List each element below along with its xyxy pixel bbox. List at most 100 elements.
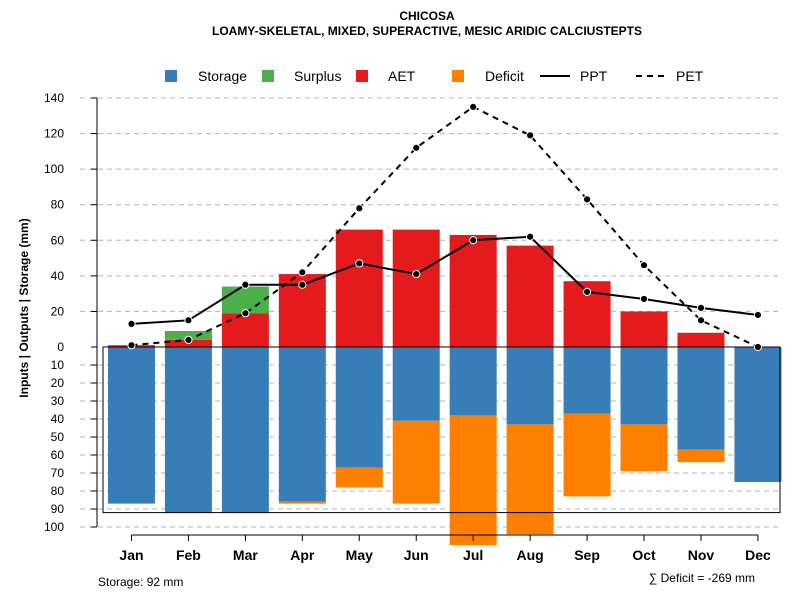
bar-aet: [620, 311, 668, 347]
bar-deficit: [278, 501, 326, 504]
pet-point: [753, 342, 763, 352]
pet-point: [298, 268, 307, 277]
y-tick-label: 60: [51, 233, 65, 247]
bar-surplus: [164, 330, 212, 340]
ppt-point: [298, 280, 307, 289]
pet-point: [412, 143, 421, 152]
y-tick-label: 0: [57, 340, 64, 354]
legend-surplus-key: [262, 70, 274, 82]
y-tick-label: 50: [51, 430, 65, 444]
ppt-point: [355, 259, 364, 268]
y-tick-label: 10: [51, 358, 65, 372]
ppt-point: [469, 236, 478, 245]
ppt-point: [696, 303, 706, 312]
y-tick-label: 120: [44, 127, 64, 141]
pet-point: [355, 204, 364, 213]
bar-deficit: [335, 467, 383, 488]
bar-aet: [449, 234, 497, 347]
legend-ppt-label: PPT: [580, 68, 608, 84]
bar-deficit: [449, 415, 497, 545]
legend-deficit-label: Deficit: [485, 68, 524, 84]
chart-subtitle: LOAMY-SKELETAL, MIXED, SUPERACTIVE, MESI…: [212, 24, 642, 38]
bars: [107, 229, 782, 545]
y-axis: 0 20 40 60 80 100 120 140 10 20 30 40 50 60 70 80 90 100: [44, 91, 98, 534]
pet-point: [696, 316, 706, 325]
bar-storage: [392, 347, 440, 421]
ppt-point: [127, 319, 136, 328]
ppt-point: [412, 269, 421, 279]
y-tick-label: 140: [44, 91, 64, 105]
ppt-line: [131, 235, 759, 325]
x-tick-label: Dec: [745, 547, 771, 563]
bar-storage: [449, 347, 497, 416]
y-tick-label: 40: [51, 269, 65, 283]
ppt-point: [639, 294, 649, 304]
pet-point: [526, 131, 535, 140]
pet-point: [127, 341, 136, 350]
y-tick-label: 90: [51, 502, 65, 516]
y-tick-label: 30: [51, 394, 65, 408]
x-tick-label: May: [346, 547, 373, 563]
bar-storage: [620, 347, 668, 425]
pet-point: [184, 335, 193, 344]
bar-aet: [335, 229, 383, 347]
bar-storage: [506, 347, 554, 425]
bar-aet: [677, 332, 725, 347]
y-tick-label: 100: [44, 520, 64, 534]
bar-storage: [164, 347, 212, 513]
x-tick-label: Aug: [517, 547, 544, 563]
x-tick-label: Nov: [688, 547, 715, 563]
bar-storage: [335, 347, 383, 468]
bar-aet: [506, 245, 554, 347]
bar-storage: [563, 347, 611, 414]
legend-surplus-label: Surplus: [294, 68, 341, 84]
x-tick-label: Jul: [463, 547, 483, 563]
y-axis-label: Inputs | Outputs | Storage (mm): [17, 218, 31, 397]
bar-deficit: [563, 413, 611, 497]
bar-surplus: [221, 286, 269, 314]
plot-frame: [102, 346, 781, 514]
bar-storage: [734, 347, 782, 482]
y-tick-label: 20: [51, 304, 65, 318]
bar-deficit: [506, 424, 554, 535]
legend-aet-key: [356, 70, 368, 82]
y-tick-label: 60: [51, 448, 65, 462]
bar-storage: [278, 347, 326, 502]
x-tick-label: Oct: [632, 547, 656, 563]
ppt-point: [241, 280, 250, 289]
legend-aet-label: AET: [388, 68, 416, 84]
legend-deficit-key: [452, 70, 464, 82]
x-axis: Jan Feb Mar Apr May Jun Jul Aug Sep Oct Nov Dec: [119, 534, 771, 563]
ppt-point: [184, 316, 193, 325]
x-tick-label: Mar: [233, 547, 258, 563]
bar-deficit: [392, 420, 440, 504]
bar-deficit: [620, 424, 668, 472]
storage-capacity-box: [102, 346, 781, 514]
legend-pet-label: PET: [676, 68, 704, 84]
y-tick-label: 80: [51, 198, 65, 212]
ppt-point: [526, 232, 535, 241]
pet-point: [469, 102, 478, 111]
bar-aet: [221, 313, 269, 347]
bar-storage: [107, 347, 155, 504]
x-tick-label: Sep: [574, 547, 600, 563]
deficit-footer: ∑ Deficit = -269 mm: [649, 571, 755, 585]
y-tick-label: 70: [51, 466, 65, 480]
bar-deficit: [677, 449, 725, 463]
ppt-point: [753, 310, 763, 320]
x-tick-label: Jan: [119, 547, 143, 563]
x-tick-label: Jun: [404, 547, 429, 563]
pet-point: [241, 309, 250, 318]
bar-storage: [677, 347, 725, 450]
series-lines: [127, 102, 763, 352]
legend-storage-key: [165, 70, 177, 82]
legend-storage-label: Storage: [198, 68, 247, 84]
y-tick-label: 40: [51, 412, 65, 426]
storage-footer: Storage: 92 mm: [98, 575, 183, 589]
bar-storage: [221, 347, 269, 513]
y-tick-label: 100: [44, 162, 64, 176]
x-tick-label: Feb: [176, 547, 201, 563]
y-tick-label: 80: [51, 484, 65, 498]
legend: Storage Surplus AET Deficit PPT PET: [165, 68, 704, 84]
